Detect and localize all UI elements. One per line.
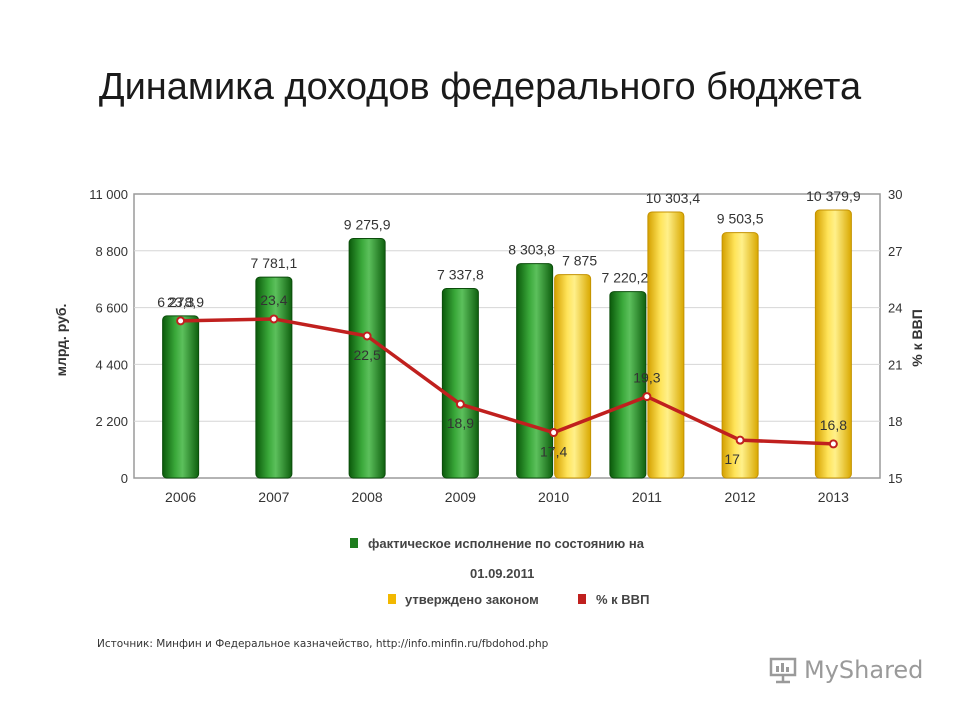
y-tick-label: 6 600 [95,301,128,316]
y-tick-label: 4 400 [95,357,128,372]
bars-group [162,209,852,479]
source-note: Источник: Минфин и Федеральное казначейс… [97,638,549,650]
axes-group: 0 2 200 4 400 6 600 8 800 11 000 15 18 21 24 27 30 2… [89,187,902,505]
bar-approved [647,211,685,479]
bar-value-label: 7 337,8 [437,267,484,283]
y-tick-label: 8 800 [95,244,128,259]
bar-value-label: 9 275,9 [344,217,391,233]
data-labels-group: 6 278,9 7 781,1 9 275,9 7 337,8 8 303,8 7 875… [157,188,861,467]
gdp-value-label: 19,3 [633,370,660,386]
x-tick-label: 2010 [538,489,569,505]
gdp-value-label: 17,4 [540,444,567,460]
gdp-point [269,314,279,324]
x-tick-label: 2006 [165,489,196,505]
y-tick-label: 2 200 [95,414,128,429]
x-tick-label: 2013 [818,489,849,505]
gdp-value-label: 22,5 [354,347,381,363]
bar-value-label: 9 503,5 [717,211,764,227]
y-tick-label: 0 [121,471,128,486]
bar-actual [348,238,386,479]
gdp-line-group [176,314,838,449]
y2-tick-label: 30 [888,187,902,202]
gdp-value-label: 16,8 [820,417,847,433]
gdp-value-label: 23,3 [167,294,194,310]
watermark-logo: MyShared [768,656,923,684]
legend: фактическое исполнение по состоянию на 0… [350,536,649,607]
legend-swatch-approved [388,594,396,604]
bar-approved [721,232,759,479]
x-tick-label: 2011 [632,489,662,505]
gdp-point [362,331,372,341]
gdp-point [828,439,838,449]
y2-axis-title: % к ВВП [909,309,925,367]
legend-swatch-actual [350,538,358,548]
gdp-point [642,392,652,402]
bar-actual [162,315,200,479]
y-axis-title: млрд. руб. [53,304,69,377]
bar-actual [609,291,647,479]
bar-approved [814,209,852,479]
y2-tick-label: 24 [888,301,902,316]
gdp-point [735,435,745,445]
logo-text: MyShared [804,656,924,684]
gdp-value-label: 18,9 [447,415,474,431]
legend-label-gdp: % к ВВП [596,592,649,607]
y2-tick-label: 15 [888,471,902,486]
x-tick-label: 2008 [352,489,383,505]
legend-swatch-gdp [578,594,586,604]
page-title: Динамика доходов федерального бюджета [98,66,862,108]
gdp-point [455,399,465,409]
y2-tick-label: 18 [888,414,902,429]
x-tick-label: 2012 [725,489,756,505]
y-tick-label: 11 000 [89,187,128,202]
y2-tick-label: 21 [888,357,902,372]
gdp-point [549,428,559,438]
bar-value-label: 7 220,2 [602,270,649,286]
gdp-point [176,316,186,326]
x-tick-label: 2007 [258,489,289,505]
bar-value-label: 8 303,8 [508,242,555,258]
bar-value-label: 10 379,9 [806,188,861,204]
bar-value-label: 6 278,9 [157,294,204,310]
y2-tick-label: 27 [888,244,902,259]
x-tick-label: 2009 [445,489,476,505]
bar-value-label: 7 781,1 [251,255,298,271]
bar-actual [255,276,293,479]
legend-label-approved: утверждено законом [405,592,539,607]
gdp-value-label: 23,4 [260,292,287,308]
gdp-value-label: 17 [724,451,740,467]
bar-actual [441,288,479,479]
bar-value-label: 7 875 [562,253,597,269]
legend-label-actual-date: 01.09.2011 [470,566,534,581]
gdp-line [180,317,834,446]
plot-area-border [133,193,881,479]
bar-value-label: 10 303,4 [646,190,701,206]
presentation-board-icon [769,657,797,684]
legend-label-actual: фактическое исполнение по состоянию на [368,536,645,551]
